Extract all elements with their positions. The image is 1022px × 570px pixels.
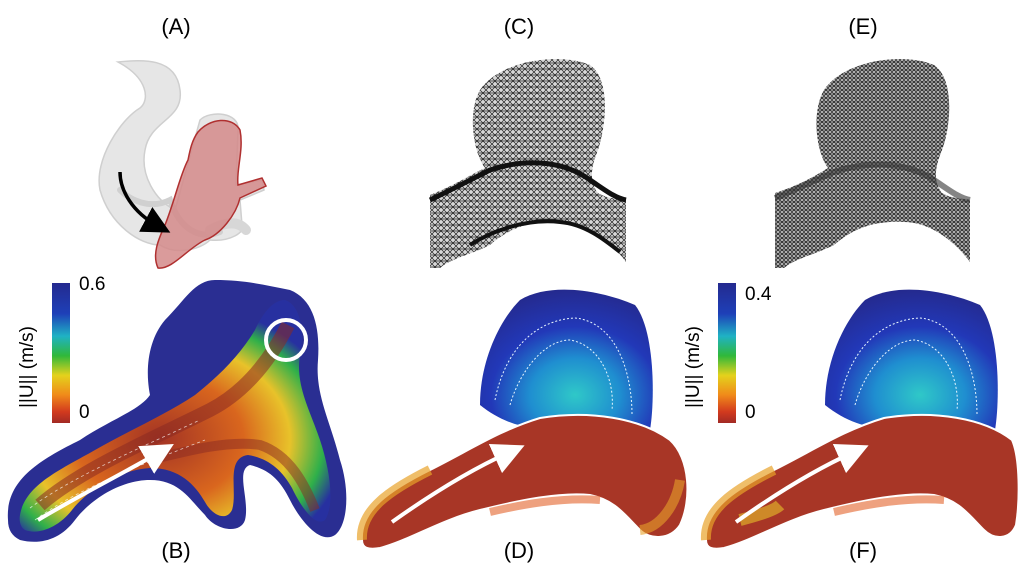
colorbar-left <box>52 283 70 423</box>
colorbar-right-max: 0.4 <box>745 284 772 305</box>
colorbar-right-title: ||U|| (m/s) <box>683 325 704 408</box>
colorbar-left-max: 0.6 <box>79 274 106 295</box>
panel-b-velocity-field <box>7 280 347 542</box>
panel-label-b: (B) <box>161 538 191 563</box>
panel-e-mesh <box>773 58 971 268</box>
highlight-circle <box>264 318 308 362</box>
flow-direction-arrow-b <box>36 444 174 522</box>
colorbar-right <box>718 283 736 423</box>
flow-direction-arrow-d <box>390 443 525 524</box>
flow-direction-arrow-a <box>118 171 171 233</box>
panel-label-c: (C) <box>503 14 535 39</box>
panel-c-mesh <box>428 58 627 268</box>
flow-direction-arrow-f <box>734 443 869 524</box>
panel-f-velocity-field <box>700 289 1020 550</box>
colorbar-right-min: 0 <box>745 402 756 423</box>
colorbar-left-min: 0 <box>79 402 90 423</box>
panel-label-f: (F) <box>848 538 878 563</box>
aneurysm-region <box>154 119 268 269</box>
panel-label-a: (A) <box>161 14 191 39</box>
panel-label-e: (E) <box>848 14 878 39</box>
panel-a-vessel-model <box>98 59 268 269</box>
panel-label-d: (D) <box>503 538 535 563</box>
colorbar-left-title: ||U|| (m/s) <box>17 325 38 408</box>
panel-d-velocity-field <box>356 289 689 550</box>
